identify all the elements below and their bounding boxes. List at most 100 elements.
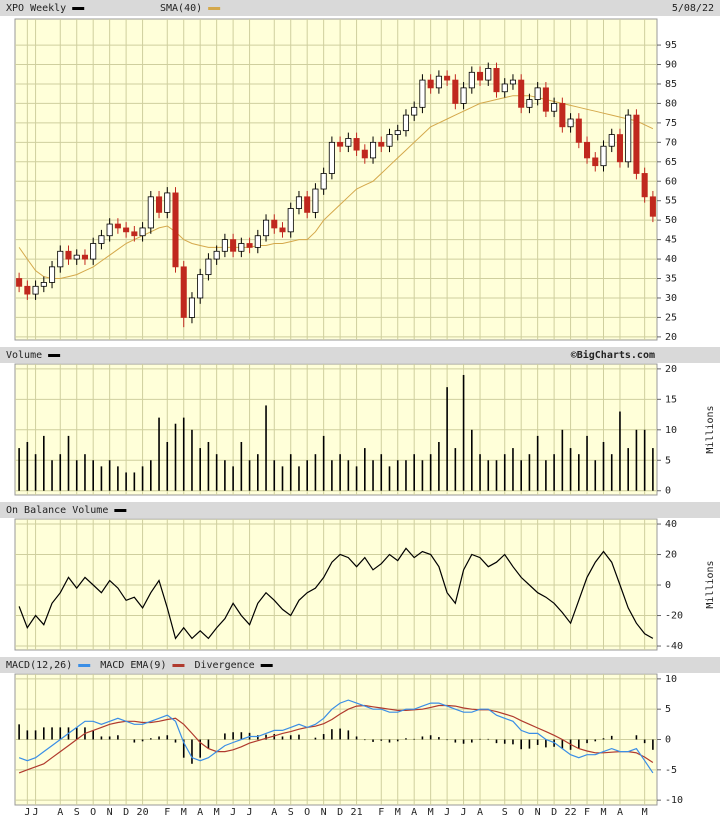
divergence-bar — [578, 739, 580, 749]
candle-body — [625, 114, 632, 163]
volume-bar — [174, 423, 177, 491]
candle-body — [279, 227, 286, 233]
candle-body — [24, 285, 31, 295]
volume-bar — [438, 441, 440, 491]
volume-bar — [265, 405, 267, 491]
candle-body — [452, 79, 459, 104]
candle-body — [90, 243, 97, 260]
axis-label: Millions — [705, 405, 716, 453]
volume-bar — [100, 466, 103, 491]
volume-bar — [67, 435, 70, 491]
candle-body — [16, 278, 23, 287]
divergence-bar — [108, 736, 111, 740]
divergence-bar — [273, 734, 276, 740]
divergence-bar — [117, 735, 119, 740]
candle-body — [386, 134, 393, 147]
divergence-bar — [561, 739, 564, 749]
x-tick-label: A — [477, 807, 483, 818]
y-tick-label: 5 — [665, 455, 671, 466]
y-tick-label: -20 — [665, 611, 683, 622]
y-tick-label: 10 — [665, 674, 677, 685]
candle-body — [345, 138, 352, 147]
divergence-bar — [380, 739, 383, 741]
divergence-bar — [405, 738, 407, 740]
divergence-bar — [643, 739, 646, 744]
y-tick-label: -40 — [665, 641, 683, 652]
divergence-bar — [289, 735, 292, 740]
divergence-bar — [388, 739, 391, 743]
x-tick-label: F — [164, 807, 170, 818]
divergence-bar — [652, 739, 654, 750]
volume-bar — [528, 454, 531, 491]
divergence-bar — [355, 736, 358, 740]
volume-bar — [627, 448, 629, 491]
volume-bar — [314, 454, 317, 491]
divergence-bar — [100, 736, 103, 740]
volume-bar — [446, 387, 448, 491]
divergence-bar — [166, 735, 169, 740]
candle-body — [213, 250, 220, 260]
y-tick-label: 75 — [665, 118, 677, 129]
volume-bar — [166, 441, 169, 491]
credit: ©BigCharts.com — [571, 349, 655, 361]
volume-bar — [125, 472, 127, 491]
volume-bar — [421, 460, 424, 491]
macd-line — [18, 704, 654, 774]
x-tick-label: A — [617, 807, 623, 818]
axis-label: Millions — [705, 560, 716, 608]
candle-body — [493, 68, 500, 93]
volume-bar — [34, 454, 37, 491]
x-tick-label: F — [584, 807, 590, 818]
x-tick-label: M — [600, 807, 606, 818]
volume-bar — [388, 466, 391, 491]
y-tick-label: 50 — [665, 215, 677, 226]
candle-body — [649, 196, 656, 217]
y-tick-label: 80 — [665, 98, 677, 109]
divergence-bar — [610, 735, 613, 740]
divergence-bar — [18, 724, 20, 740]
legend-swatch — [48, 354, 61, 357]
x-tick-label: M — [428, 807, 434, 818]
macd-line — [18, 699, 654, 774]
candle-body — [633, 114, 640, 174]
divergence-bar — [495, 739, 498, 744]
candle-body — [641, 173, 648, 198]
divergence-bar — [158, 736, 160, 740]
legend-swatch — [72, 7, 85, 10]
candle-body — [328, 141, 335, 174]
x-tick-label: M — [395, 807, 401, 818]
divergence-bar — [438, 737, 440, 740]
volume-bar — [586, 435, 588, 491]
x-tick-label: J — [444, 807, 450, 818]
volume-bar — [372, 460, 374, 491]
volume-bar — [215, 454, 218, 491]
volume-bar — [298, 466, 300, 491]
candle-body — [40, 282, 47, 287]
x-tick-label: J — [33, 807, 39, 818]
candle-body — [73, 254, 80, 260]
legend-label: SMA(40) — [160, 3, 202, 14]
candle-body — [205, 258, 212, 276]
volume-bar — [331, 460, 333, 491]
x-tick-label: F — [378, 807, 384, 818]
date-label: 5/08/22 — [672, 3, 714, 14]
legend-label: MACD EMA(9) — [100, 660, 166, 671]
volume-bar — [51, 460, 53, 491]
x-tick-label: D — [551, 807, 557, 818]
divergence-bar — [199, 739, 201, 758]
divergence-bar — [479, 738, 481, 740]
legend-label: Volume — [6, 350, 42, 361]
candle-body — [411, 106, 418, 116]
volume-bar — [322, 435, 325, 491]
candle-body — [287, 208, 294, 233]
volume-bar — [273, 460, 276, 491]
divergence-bar — [322, 734, 325, 740]
y-tick-label: 5 — [665, 704, 671, 715]
volume-bar — [59, 454, 62, 491]
volume-bar — [281, 466, 284, 491]
volume-bar — [224, 460, 226, 491]
x-tick-label: D — [337, 807, 343, 818]
divergence-bar — [191, 739, 193, 764]
panel-header — [0, 0, 720, 16]
x-tick-label: M — [214, 807, 220, 818]
